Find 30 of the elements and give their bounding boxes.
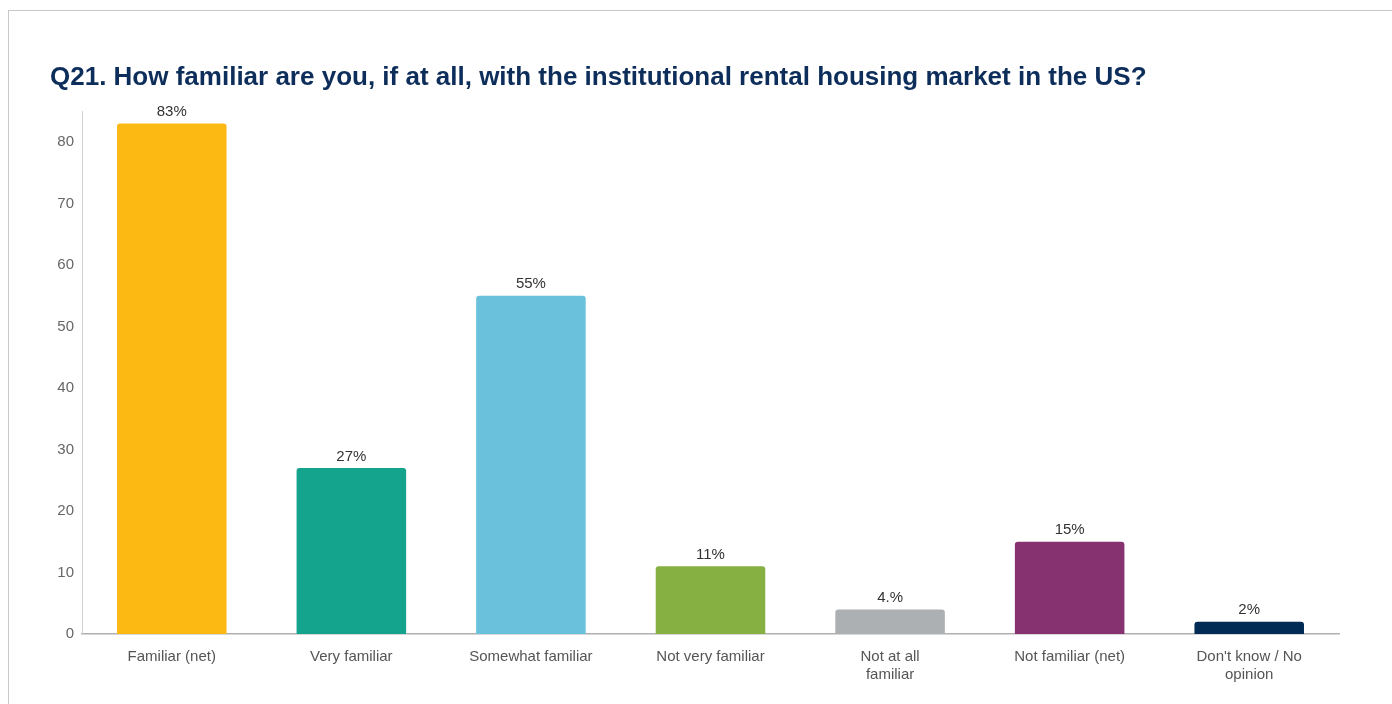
x-tick-label: Somewhat familiar bbox=[469, 647, 593, 665]
y-tick-label: 70 bbox=[57, 193, 74, 211]
data-label: 15% bbox=[1054, 520, 1085, 538]
bar bbox=[296, 467, 407, 634]
bar bbox=[117, 123, 227, 634]
bar bbox=[1014, 541, 1125, 634]
y-tick-label: 80 bbox=[57, 132, 74, 150]
data-label: 4.% bbox=[877, 588, 903, 606]
x-tick-label: Not familiar (net) bbox=[1014, 647, 1126, 665]
bar bbox=[476, 295, 586, 634]
data-label: 27% bbox=[336, 446, 367, 464]
y-tick-label: 50 bbox=[57, 316, 74, 334]
data-label: 11% bbox=[696, 544, 725, 562]
data-label: 55% bbox=[515, 274, 546, 292]
x-tick-label: Very familiar bbox=[310, 647, 393, 665]
chart-title: Q21. How familiar are you, if at all, with the institutional rental housing market in the US? bbox=[50, 60, 1147, 91]
x-tick-label: Don't know / No opinion bbox=[1196, 647, 1302, 683]
data-label: 83% bbox=[156, 102, 187, 120]
y-tick-label: 10 bbox=[57, 562, 74, 580]
y-tick-label: 60 bbox=[57, 255, 74, 273]
y-tick-label: 30 bbox=[57, 439, 74, 457]
y-tick-label: 0 bbox=[65, 624, 74, 642]
x-tick-label: Familiar (net) bbox=[127, 647, 216, 665]
x-tick-label: Not very familiar bbox=[656, 647, 765, 665]
y-tick-label: 20 bbox=[57, 501, 74, 519]
data-label: 2% bbox=[1238, 600, 1261, 618]
bar bbox=[655, 566, 766, 634]
x-tick-label: Not at all familiar bbox=[860, 647, 920, 683]
bar bbox=[1194, 621, 1304, 634]
y-tick-label: 40 bbox=[57, 378, 74, 396]
